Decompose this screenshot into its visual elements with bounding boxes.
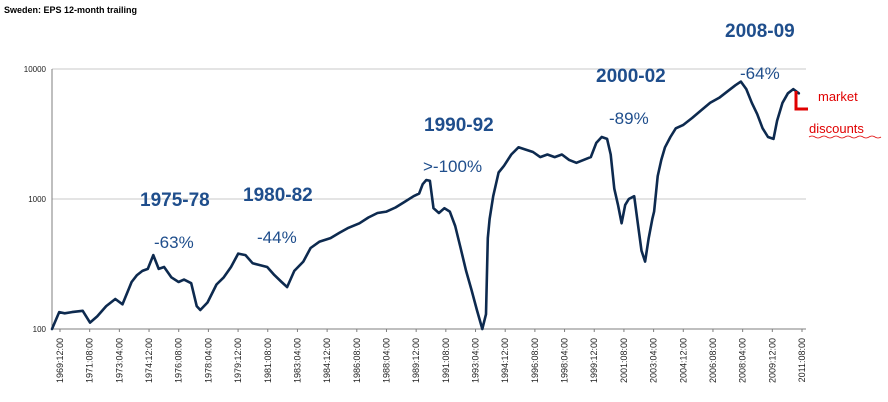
x-tick-label: 2001:08:00 xyxy=(619,338,629,383)
series-lines xyxy=(50,80,801,331)
x-tick-label: 1983:04:00 xyxy=(292,338,302,383)
drop-label-1990-92: >-100% xyxy=(423,157,482,176)
x-tick-label: 1979:12:00 xyxy=(233,338,243,383)
x-tick-label: 1999:12:00 xyxy=(589,338,599,383)
x-tick-label: 1984:12:00 xyxy=(322,338,332,383)
x-tick-label: 1989:12:00 xyxy=(411,338,421,383)
x-tick-label: 2006:08:00 xyxy=(708,338,718,383)
y-ticks: 100 1000 10000 xyxy=(24,65,47,334)
y-tick-label: 100 xyxy=(33,325,47,334)
axes xyxy=(51,69,806,332)
x-tick-label: 1998:04:00 xyxy=(560,338,570,383)
period-label-2008-09: 2008-09 xyxy=(725,21,795,42)
period-label-1980-82: 1980-82 xyxy=(243,185,313,206)
x-tick-label: 2008:04:00 xyxy=(738,338,748,383)
discounts-label: discounts xyxy=(809,121,864,136)
drop-label-1980-82: -44% xyxy=(257,228,297,247)
x-tick-label: 1971:08:00 xyxy=(85,338,95,383)
x-tick-label: 2009:12:00 xyxy=(767,338,777,383)
x-tick-label: 1974:12:00 xyxy=(144,338,154,383)
x-tick-label: 1991:08:00 xyxy=(441,338,451,383)
drop-label-2000-02: -89% xyxy=(609,109,649,128)
x-tick-label: 1976:08:00 xyxy=(174,338,184,383)
x-tick-label: 2004:12:00 xyxy=(678,338,688,383)
period-label-2000-02: 2000-02 xyxy=(596,66,666,87)
period-label-1975-78: 1975-78 xyxy=(140,190,210,211)
x-tick-label: 2011:08:00 xyxy=(797,338,807,382)
x-tick-label: 1986:08:00 xyxy=(352,338,362,383)
market-label: market xyxy=(818,89,858,104)
x-tick-label: 2003:04:00 xyxy=(649,338,659,383)
x-tick-label: 1994:12:00 xyxy=(500,338,510,383)
x-tick-label: 1988:04:00 xyxy=(381,338,391,383)
x-tick-label: 1981:08:00 xyxy=(263,338,273,383)
x-tick-label: 1969:12:00 xyxy=(55,338,65,383)
discounts-underline xyxy=(808,135,882,139)
grid xyxy=(52,68,806,200)
y-tick-label: 1000 xyxy=(28,195,46,204)
x-tick-label: 1973:04:00 xyxy=(114,338,124,383)
x-tick-label: 1978:04:00 xyxy=(203,338,213,383)
x-tick-label: 1996:08:00 xyxy=(530,338,540,383)
drop-label-2008-09: -64% xyxy=(740,64,780,83)
series-line-0 xyxy=(50,80,801,331)
market-discounts-bracket xyxy=(794,91,808,111)
drop-label-1975-78: -63% xyxy=(154,233,194,252)
x-tick-label: 1993:04:00 xyxy=(471,338,481,383)
chart-title: Sweden: EPS 12-month trailing xyxy=(4,5,137,15)
x-ticks: 1969:12:00 1971:08:00 1973:04:00 1974:12:00… xyxy=(55,338,807,383)
y-tick-label: 10000 xyxy=(24,65,47,74)
period-label-1990-92: 1990-92 xyxy=(424,115,494,136)
